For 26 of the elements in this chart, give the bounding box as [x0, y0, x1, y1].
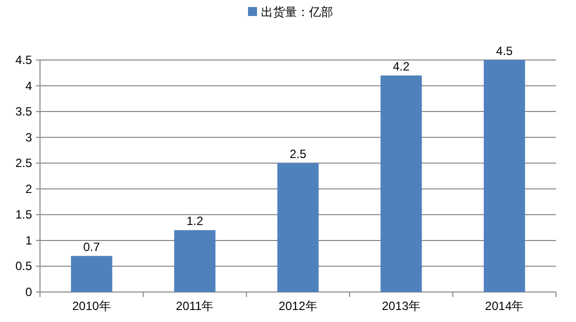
bar	[70, 256, 112, 292]
data-label: 0.7	[83, 240, 100, 254]
bar	[277, 163, 319, 292]
y-tick-label: 2	[25, 182, 32, 196]
x-tick-label: 2011年	[176, 299, 214, 313]
x-tick-label: 2013年	[382, 299, 421, 313]
y-tick-label: 2.5	[15, 156, 32, 170]
y-tick-label: 0	[25, 285, 32, 299]
bar	[484, 60, 526, 292]
x-tick-label: 2014年	[485, 299, 524, 313]
bar	[380, 75, 422, 292]
data-label: 2.5	[290, 147, 307, 162]
y-tick-label: 1	[25, 233, 32, 248]
legend-label: 出货量：亿部	[261, 5, 333, 19]
data-label: 1.2	[186, 214, 204, 228]
data-label: 4.2	[392, 59, 410, 74]
y-tick-label: 3	[25, 130, 32, 144]
y-tick-label: 4.5	[15, 53, 32, 67]
y-tick-label: 0.5	[15, 259, 32, 274]
y-tick-label: 3.5	[15, 104, 32, 119]
x-tick-label: 2010年	[72, 299, 111, 313]
y-tick-label: 1.5	[15, 208, 32, 222]
y-tick-label: 4	[25, 78, 32, 93]
bar	[174, 230, 216, 292]
data-label: 4.5	[496, 44, 514, 58]
x-tick-label: 2012年	[278, 299, 318, 313]
